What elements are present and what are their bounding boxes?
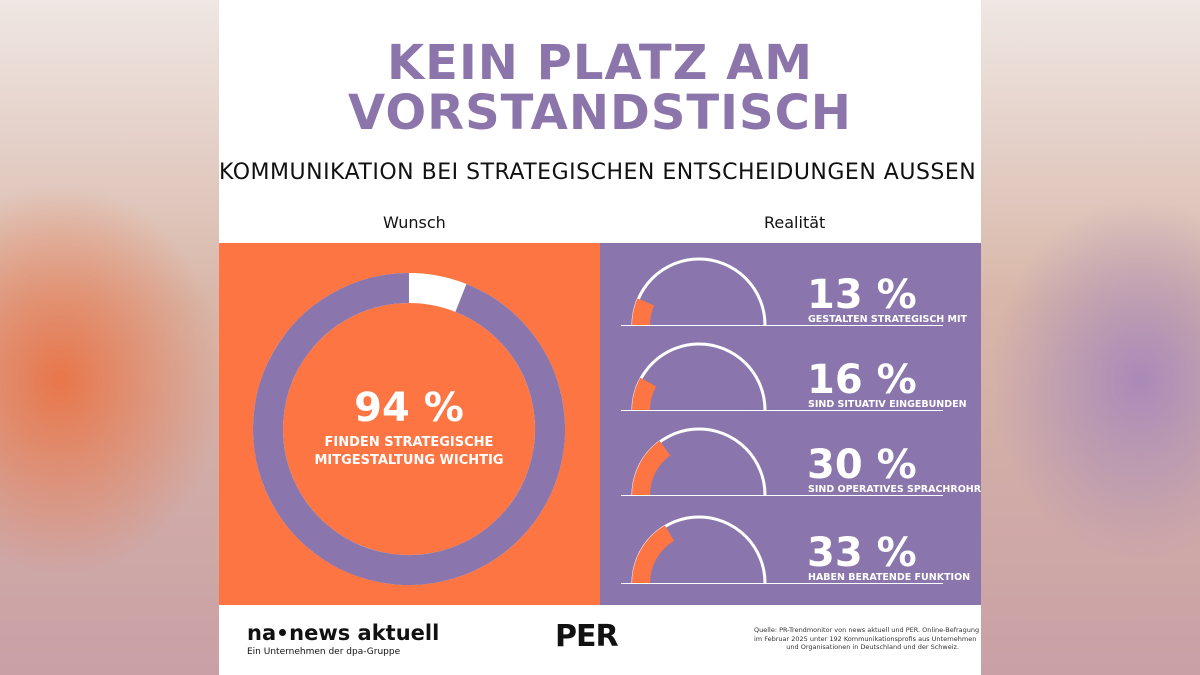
donut-description-line-1: FINDEN STRATEGISCHE xyxy=(325,435,494,450)
title-line-1: KEIN PLATZ AM xyxy=(386,35,814,91)
na-tagline: Ein Unternehmen der dpa-Gruppe xyxy=(247,647,401,657)
gauge-description: SIND OPERATIVES SPRACHROHR xyxy=(808,484,981,495)
gauge-value-label: 30 % xyxy=(807,442,917,488)
source-line-3: und Organisationen in Deutschland und de… xyxy=(786,643,959,651)
gauge-3: 30 %SIND OPERATIVES SPRACHROHR xyxy=(621,427,981,496)
infographic-card: KEIN PLATZ AM VORSTANDSTISCH KOMMUNIKATI… xyxy=(219,0,981,675)
page-title: KEIN PLATZ AM VORSTANDSTISCH xyxy=(219,38,981,138)
gauge-value-arc xyxy=(632,377,657,411)
wunsch-label: Wunsch xyxy=(383,213,446,232)
gauge-value-label: 16 % xyxy=(807,357,917,403)
donut-value-label: 94 % xyxy=(354,385,464,431)
donut-value-arc xyxy=(253,273,565,585)
chart-svg: 94 % FINDEN STRATEGISCHE MITGESTALTUNG W… xyxy=(253,257,981,585)
na-logo-left: na xyxy=(247,621,277,645)
logo-dot-icon xyxy=(279,629,287,636)
na-logo-right: news aktuell xyxy=(289,621,440,645)
gauge-description: SIND SITUATIV EINGEBUNDEN xyxy=(808,399,967,410)
gauge-track xyxy=(631,342,767,411)
gauge-value-arc xyxy=(632,525,675,584)
gauge-1: 13 %GESTALTEN STRATEGISCH MIT xyxy=(621,257,968,326)
gauge-2: 16 %SIND SITUATIV EINGEBUNDEN xyxy=(621,342,967,411)
gauge-value-label: 13 % xyxy=(807,272,917,318)
donut-description-line-2: MITGESTALTUNG WICHTIG xyxy=(314,453,503,468)
source-line-1: Quelle: PR-Trendmonitor von news aktuell… xyxy=(754,626,980,634)
per-logo: PER xyxy=(555,619,619,654)
realitaet-label: Realität xyxy=(764,213,826,232)
gauge-value-arc xyxy=(632,440,671,496)
source-line-2: im Februar 2025 unter 192 Kommunikations… xyxy=(754,634,977,643)
subtitle: KOMMUNIKATION BEI STRATEGISCHEN ENTSCHEI… xyxy=(219,160,981,185)
gauge-track xyxy=(631,257,767,326)
title-line-2: VORSTANDSTISCH xyxy=(348,85,852,141)
news-aktuell-logo: na news aktuell xyxy=(247,621,439,645)
gauge-description: HABEN BERATENDE FUNKTION xyxy=(808,572,970,583)
gauge-value-label: 33 % xyxy=(807,530,917,576)
gauge-description: GESTALTEN STRATEGISCH MIT xyxy=(808,314,968,325)
gauge-value-arc xyxy=(632,298,655,326)
gauge-4: 33 %HABEN BERATENDE FUNKTION xyxy=(621,515,970,584)
source-note: Quelle: PR-Trendmonitor von news aktuell… xyxy=(754,626,980,652)
